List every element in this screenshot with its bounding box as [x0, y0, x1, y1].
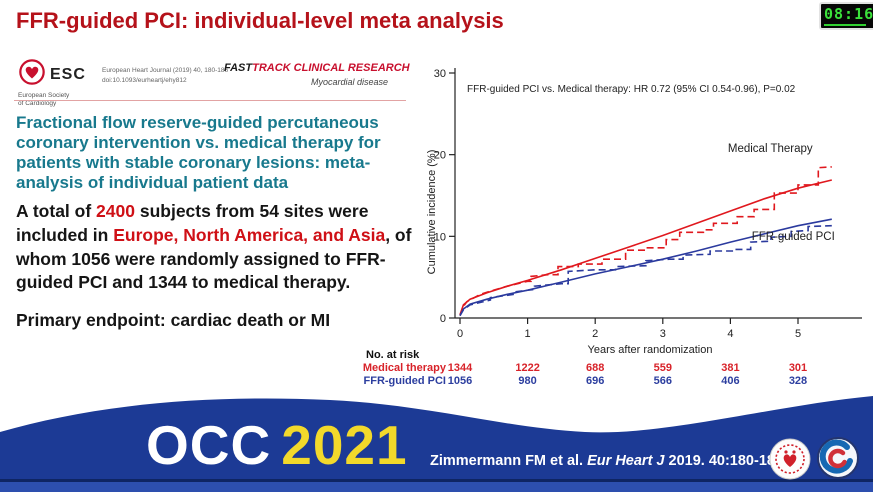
primary-endpoint: Primary endpoint: cardiac death or MI	[16, 310, 331, 331]
highlight-regions: Europe, North America, and Asia	[113, 224, 386, 245]
footer-banner	[0, 396, 873, 492]
x-tick: 3	[660, 328, 666, 340]
slide-title: FFR-guided PCI: individual-level meta an…	[16, 8, 504, 33]
article-subcategory: Myocardial disease	[310, 77, 388, 87]
fasttrack-rest: TRACK CLINICAL RESEARCH	[252, 62, 410, 74]
conference-year: 2021	[281, 414, 408, 476]
risk-row-label: Medical therapy	[362, 362, 446, 374]
series-line	[459, 218, 832, 316]
esc-society-name: European Society of Cardiology	[18, 92, 70, 108]
clock-time: 08:16	[824, 5, 873, 23]
citation-journal: Eur Heart J	[587, 453, 665, 469]
y-axis-label: Cumulative incidence (%)	[426, 150, 438, 275]
curve-label: Medical Therapy	[728, 143, 813, 155]
paper-title: Fractional flow reserve-guided percutane…	[16, 113, 381, 192]
y-tick: 10	[434, 231, 446, 243]
fasttrack-fast: FAST	[224, 62, 253, 74]
x-tick: 5	[795, 328, 801, 340]
risk-value: 381	[721, 362, 740, 374]
x-tick: 4	[727, 328, 733, 340]
curve-label: FFR-guided PCI	[752, 231, 835, 243]
x-tick: 0	[457, 328, 463, 340]
conference-logo: OCC 2021	[146, 413, 408, 477]
esc-logo: ESC European Society of Cardiology	[18, 58, 98, 108]
risk-row-label: FFR-guided PCI	[363, 374, 447, 387]
risk-value: 688	[586, 362, 605, 374]
esc-heart-icon	[18, 58, 46, 91]
risk-value: 559	[653, 362, 672, 374]
x-tick: 1	[525, 328, 531, 340]
esc-acronym: ESC	[50, 65, 86, 83]
risk-value: 980	[518, 374, 537, 387]
risk-table-header: No. at risk	[366, 349, 420, 361]
x-axis-label: Years after randomization	[588, 344, 713, 356]
risk-value: 1344	[447, 362, 473, 374]
cardiology-association-logo-icon	[816, 436, 860, 485]
risk-value: 406	[721, 374, 740, 387]
risk-value: 301	[788, 362, 808, 374]
footer-strip-divider	[0, 479, 873, 482]
y-tick: 20	[434, 150, 446, 162]
clock-progress-bar	[824, 24, 866, 26]
km-cumulative-incidence-chart: 0 10 20 30 0 1 2 3 4 5 Medical Therapy FFR-guided P…	[425, 62, 873, 362]
conference-name: OCC	[146, 414, 272, 476]
series-line	[459, 224, 832, 317]
number-at-risk-table: No. at risk Medical therapy 1344 1222 688 559…	[360, 349, 873, 391]
y-tick: 30	[434, 68, 446, 80]
risk-value: 1222	[515, 362, 540, 374]
risk-value: 1056	[447, 374, 473, 387]
summary-paragraph: A total of 2400 subjects from 54 sites w…	[16, 201, 412, 293]
article-category: FASTTRACK CLINICAL RESEARCH Myocardial d…	[224, 62, 410, 87]
y-tick: 0	[440, 313, 446, 325]
header-divider	[14, 100, 406, 101]
footer-bottom-strip	[0, 482, 873, 492]
hr-annotation: FFR-guided PCI vs. Medical therapy: HR 0…	[467, 84, 796, 95]
series-line	[459, 166, 832, 316]
risk-value: 328	[788, 374, 808, 387]
journal-citation: European Heart Journal (2019) 40, 180-18…	[102, 67, 229, 84]
footer-citation: Zimmermann FM et al. Eur Heart J 2019. 4…	[430, 453, 788, 469]
highlight-total: 2400	[96, 201, 135, 221]
medical-society-logo-icon	[769, 438, 811, 485]
risk-value: 696	[586, 374, 605, 387]
countdown-clock: 08:16	[819, 2, 873, 30]
study-summary: A total of 2400 subjects from 54 sites w…	[16, 200, 426, 333]
risk-value: 566	[653, 374, 672, 387]
x-tick: 2	[592, 328, 598, 340]
footer-banner-wave	[0, 396, 873, 492]
chart-canvas: 0 10 20 30 0 1 2 3 4 5 Medical Therapy FFR-guided P…	[426, 68, 862, 356]
series-line	[459, 179, 832, 315]
